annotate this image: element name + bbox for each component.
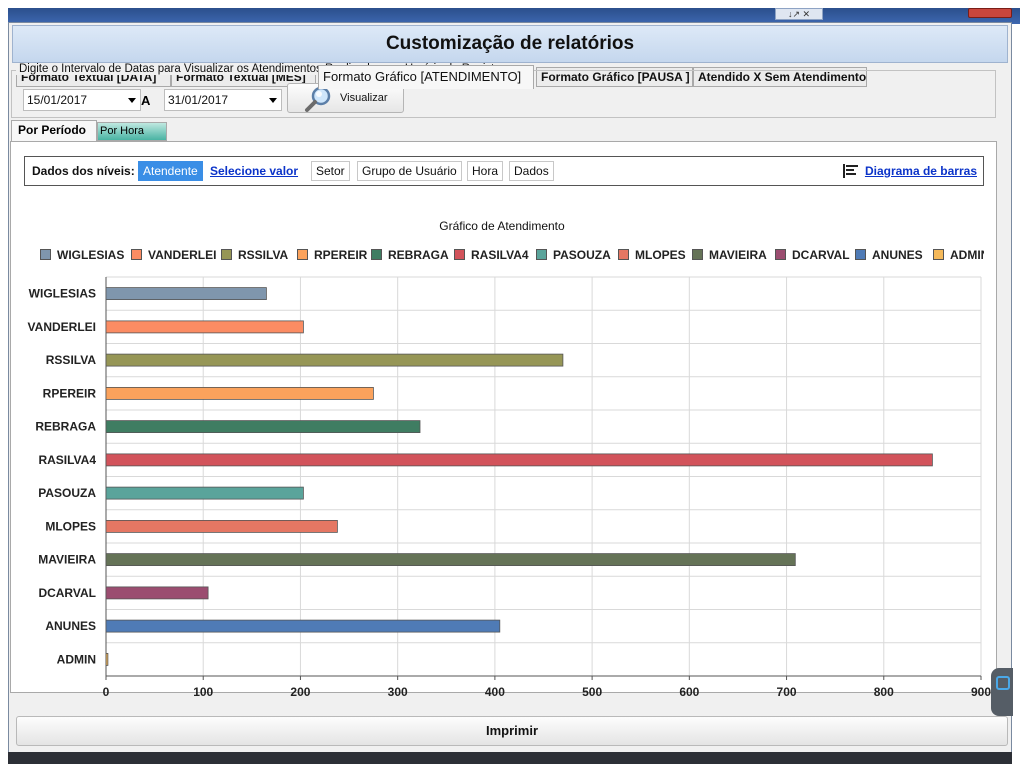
legend-label: WIGLESIAS — [57, 248, 125, 262]
legend-swatch — [933, 249, 944, 260]
diagrama-barras-link[interactable]: Diagrama de barras — [864, 164, 977, 178]
imprimir-button[interactable]: Imprimir — [16, 716, 1008, 746]
dialog-title: Customização de relatórios — [12, 25, 1008, 63]
legend-swatch — [618, 249, 629, 260]
visualizar-label: Visualizar — [340, 92, 388, 104]
window-frame-bottom — [8, 752, 1012, 764]
legend-swatch — [454, 249, 465, 260]
legend-label: RASILVA4 — [471, 248, 529, 262]
tab-grafico-pausa[interactable]: Formato Gráfico [PAUSA ] — [536, 67, 693, 87]
chevron-down-icon — [128, 98, 136, 103]
level-selecione-valor[interactable]: Selecione valor — [205, 161, 304, 181]
date-to-select[interactable]: 31/01/2017 — [164, 89, 282, 111]
window-restore-controls[interactable]: ↓↗ ✕ — [775, 8, 823, 20]
chart-legend: WIGLESIAS VANDERLEI RSSILVA RPEREIR REBRAGA R… — [40, 248, 984, 264]
legend-swatch — [131, 249, 142, 260]
legend-label: MAVIEIRA — [709, 248, 767, 262]
legend-label: RPEREIR — [314, 248, 368, 262]
chart-title: Gráfico de Atendimento — [439, 219, 565, 233]
bar-chart-icon — [843, 164, 858, 178]
level-hora[interactable]: Hora — [467, 161, 504, 181]
legend-label: VANDERLEI — [148, 248, 217, 262]
legend-label: RSSILVA — [238, 248, 289, 262]
legend-swatch — [371, 249, 382, 260]
date-separator-label: A — [141, 93, 151, 108]
chevron-down-icon — [269, 98, 277, 103]
level-dados[interactable]: Dados — [509, 161, 554, 181]
legend-label: REBRAGA — [388, 248, 449, 262]
magnifier-icon — [305, 86, 331, 112]
legend-label: ANUNES — [872, 248, 923, 262]
legend-swatch — [536, 249, 547, 260]
level-atendente[interactable]: Atendente — [138, 161, 203, 181]
legend-swatch — [221, 249, 232, 260]
legend-label: ADMIN — [950, 248, 984, 262]
subtab-por-hora[interactable]: Por Hora — [97, 122, 167, 141]
window-frame-top — [8, 8, 1020, 24]
tab-grafico-atendimento[interactable]: Formato Gráfico [ATENDIMENTO] — [318, 65, 534, 89]
date-from-select[interactable]: 15/01/2017 — [23, 89, 141, 111]
level-setor[interactable]: Setor — [311, 161, 350, 181]
levels-bar: Dados dos níveis: Atendente Selecione va… — [24, 156, 984, 186]
legend-swatch — [40, 249, 51, 260]
window-close-button[interactable] — [968, 8, 1012, 18]
legend-label: MLOPES — [635, 248, 686, 262]
legend-swatch — [297, 249, 308, 260]
legend-label: PASOUZA — [553, 248, 611, 262]
date-from-value: 15/01/2017 — [27, 93, 88, 107]
tab-atendido-sem-atendimento[interactable]: Atendido X Sem Atendimento — [693, 67, 867, 87]
legend-swatch — [692, 249, 703, 260]
legend-label: DCARVAL — [792, 248, 850, 262]
levels-label: Dados dos níveis: — [32, 164, 135, 178]
level-grupo-usuario[interactable]: Grupo de Usuário — [357, 161, 462, 181]
side-widget-icon[interactable] — [991, 668, 1013, 716]
legend-swatch — [855, 249, 866, 260]
subtab-por-periodo[interactable]: Por Período — [11, 120, 97, 142]
legend-swatch — [775, 249, 786, 260]
date-to-value: 31/01/2017 — [168, 93, 229, 107]
